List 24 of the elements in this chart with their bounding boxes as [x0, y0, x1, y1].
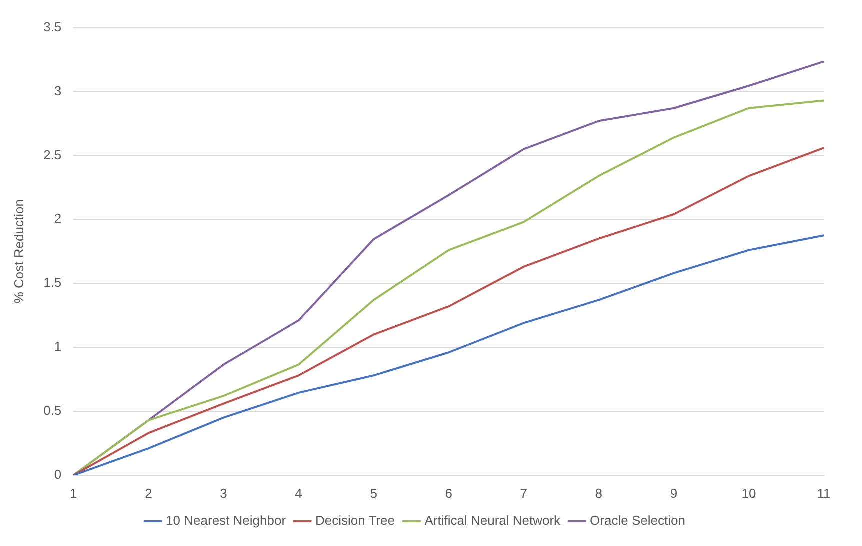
x-tick-label: 3: [220, 486, 228, 501]
legend-label: Oracle Selection: [590, 513, 686, 528]
x-tick-label: 2: [145, 486, 152, 501]
x-tick-label: 5: [370, 486, 378, 501]
y-tick-label: 3.5: [44, 19, 62, 34]
y-tick-label: 0: [54, 466, 62, 482]
y-tick-label: 2.5: [44, 147, 62, 162]
x-tick-label: 10: [742, 486, 756, 501]
y-tick-label: 3: [54, 83, 62, 98]
y-axis-title: % Cost Reduction: [11, 200, 26, 304]
x-tick-label: 7: [520, 486, 528, 501]
y-tick-label: 1: [54, 339, 62, 354]
y-tick-label: 1.5: [44, 275, 62, 290]
legend-label: Artifical Neural Network: [424, 513, 562, 528]
y-tick-label: 2: [54, 211, 62, 226]
x-tick-label: 6: [445, 486, 452, 501]
y-tick-label: 0.5: [44, 403, 62, 418]
x-tick-label: 4: [295, 486, 302, 501]
x-tick-label: 11: [817, 486, 831, 501]
legend-label: Decision Tree: [316, 513, 396, 528]
x-tick-label: 9: [670, 486, 678, 501]
x-tick-label: 8: [595, 486, 603, 501]
legend-label: 10 Nearest Neighbor: [166, 513, 287, 528]
x-tick-label: 1: [70, 486, 78, 501]
